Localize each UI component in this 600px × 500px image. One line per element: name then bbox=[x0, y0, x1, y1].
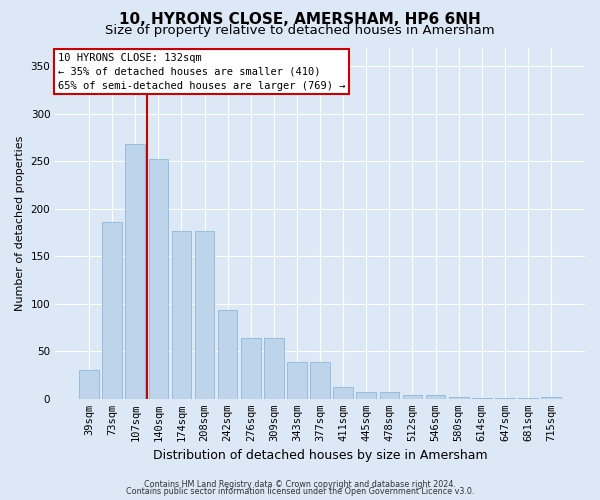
X-axis label: Distribution of detached houses by size in Amersham: Distribution of detached houses by size … bbox=[153, 450, 487, 462]
Bar bbox=[334, 388, 353, 399]
Bar bbox=[356, 392, 376, 399]
Text: 10 HYRONS CLOSE: 132sqm
← 35% of detached houses are smaller (410)
65% of semi-d: 10 HYRONS CLOSE: 132sqm ← 35% of detache… bbox=[58, 53, 346, 91]
Bar bbox=[149, 158, 168, 399]
Bar bbox=[195, 230, 214, 399]
Bar bbox=[103, 222, 122, 399]
Bar bbox=[541, 397, 561, 399]
Bar bbox=[426, 395, 445, 399]
Text: Contains HM Land Registry data © Crown copyright and database right 2024.: Contains HM Land Registry data © Crown c… bbox=[144, 480, 456, 489]
Bar bbox=[403, 395, 422, 399]
Bar bbox=[449, 397, 469, 399]
Bar bbox=[241, 338, 260, 399]
Bar bbox=[287, 362, 307, 399]
Text: Contains public sector information licensed under the Open Government Licence v3: Contains public sector information licen… bbox=[126, 487, 474, 496]
Bar bbox=[380, 392, 399, 399]
Bar bbox=[472, 398, 491, 399]
Text: Size of property relative to detached houses in Amersham: Size of property relative to detached ho… bbox=[105, 24, 495, 37]
Bar bbox=[125, 144, 145, 399]
Bar bbox=[264, 338, 284, 399]
Bar bbox=[310, 362, 330, 399]
Text: 10, HYRONS CLOSE, AMERSHAM, HP6 6NH: 10, HYRONS CLOSE, AMERSHAM, HP6 6NH bbox=[119, 12, 481, 28]
Bar bbox=[495, 398, 515, 399]
Bar bbox=[172, 230, 191, 399]
Y-axis label: Number of detached properties: Number of detached properties bbox=[15, 136, 25, 311]
Bar bbox=[218, 310, 238, 399]
Bar bbox=[79, 370, 99, 399]
Bar bbox=[518, 398, 538, 399]
